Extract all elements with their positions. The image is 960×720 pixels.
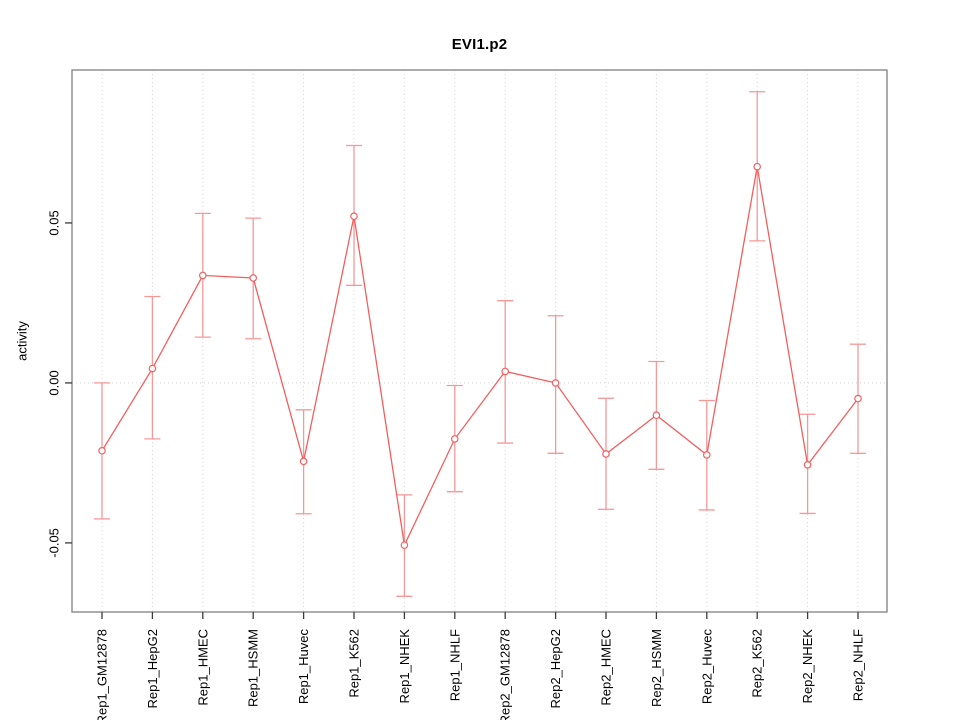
data-point-marker — [501, 367, 510, 376]
x-tick-label: Rep1_HSMM — [246, 629, 261, 707]
x-tick-label: Rep1_NHEK — [397, 629, 412, 704]
data-point-marker — [249, 274, 258, 282]
x-tick-label: Rep2_HMEC — [599, 629, 614, 706]
data-point-marker — [551, 379, 560, 387]
x-tick-label: Rep1_HepG2 — [145, 629, 160, 709]
x-tick-label: Rep2_HepG2 — [548, 629, 563, 709]
x-tick-label: Rep2_GM12878 — [498, 629, 513, 720]
x-tick-label: Rep1_HMEC — [195, 629, 210, 706]
y-tick-label: -0.05 — [47, 528, 62, 558]
data-point-marker — [299, 457, 308, 466]
data-point-marker — [199, 271, 207, 280]
data-point-marker — [854, 394, 862, 403]
data-point-marker — [702, 451, 711, 459]
x-tick-label: Rep2_HSMM — [649, 629, 664, 707]
x-tick-label: Rep1_K562 — [347, 629, 362, 698]
data-point-marker — [98, 446, 106, 455]
data-point-marker — [148, 364, 157, 373]
data-point-marker — [400, 541, 409, 549]
chart-title: EVI1.p2 — [451, 36, 508, 53]
y-tick-label: 0.05 — [47, 210, 62, 235]
x-tick-label: Rep2_NHEK — [800, 629, 815, 704]
x-tick-label: Rep2_Huvec — [699, 629, 714, 705]
x-tick-label: Rep2_K562 — [750, 629, 765, 698]
series-line — [101, 166, 859, 548]
plot-box — [71, 69, 888, 613]
data-point-marker — [350, 212, 358, 221]
data-point-marker — [803, 461, 812, 469]
x-tick-label: Rep2_NHLF — [851, 629, 866, 701]
data-point-marker — [602, 450, 610, 458]
x-tick-label: Rep1_GM12878 — [95, 629, 110, 720]
data-point-marker — [753, 162, 762, 171]
data-point-marker — [450, 435, 459, 443]
y-tick-label: 0.00 — [47, 370, 62, 395]
data-point-marker — [652, 411, 661, 420]
x-tick-label: Rep1_NHLF — [447, 629, 462, 701]
x-tick-label: Rep1_Huvec — [296, 629, 311, 705]
